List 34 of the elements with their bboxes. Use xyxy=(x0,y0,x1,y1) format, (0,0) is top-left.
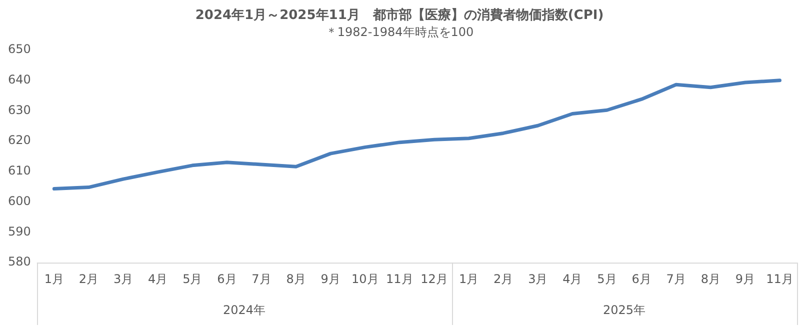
x-tick-label: 9月 xyxy=(320,272,340,286)
x-tick-label: 3月 xyxy=(113,272,134,286)
chart-title: 2024年1月～2025年11月 都市部【医療】の消費者物価指数(CPI) xyxy=(195,7,604,24)
y-tick-label: 650 xyxy=(8,42,31,56)
x-tick-label: 6月 xyxy=(217,272,237,286)
x-tick-label: 5月 xyxy=(182,272,202,286)
x-tick-label: 12月 xyxy=(420,272,448,286)
x-tick-label: 1月 xyxy=(44,272,64,286)
y-tick-label: 640 xyxy=(8,72,31,86)
y-tick-label: 630 xyxy=(8,102,31,117)
x-tick-label: 7月 xyxy=(252,272,272,286)
x-tick-label: 11月 xyxy=(386,272,414,286)
x-tick-label: 4月 xyxy=(148,272,168,286)
x-tick-label: 6月 xyxy=(632,272,652,286)
chart-subtitle: ＊1982-1984年時点を100 xyxy=(325,24,474,39)
y-tick-label: 580 xyxy=(8,254,31,269)
x-tick-label: 8月 xyxy=(286,272,306,286)
text: 2024年 xyxy=(222,303,266,318)
x-tick-label: 7月 xyxy=(666,272,686,286)
y-tick-label: 620 xyxy=(8,133,31,148)
x-tick-label: 10月 xyxy=(351,272,379,286)
x-tick-label: 5月 xyxy=(597,272,617,286)
x-tick-label: 1月 xyxy=(458,272,479,286)
text: 2025年 xyxy=(602,303,646,318)
y-tick-label: 610 xyxy=(8,164,31,178)
x-tick-label: 8月 xyxy=(700,272,720,286)
x-tick-label: 9月 xyxy=(735,272,755,286)
x-tick-label: 3月 xyxy=(528,272,548,286)
y-tick-label: 590 xyxy=(8,224,31,238)
x-tick-label: 2月 xyxy=(494,272,514,286)
y-tick-label: 600 xyxy=(8,194,31,208)
x-tick-label: 4月 xyxy=(562,272,582,286)
x-tick-label: 11月 xyxy=(766,272,794,286)
x-tick-label: 2月 xyxy=(78,272,99,286)
